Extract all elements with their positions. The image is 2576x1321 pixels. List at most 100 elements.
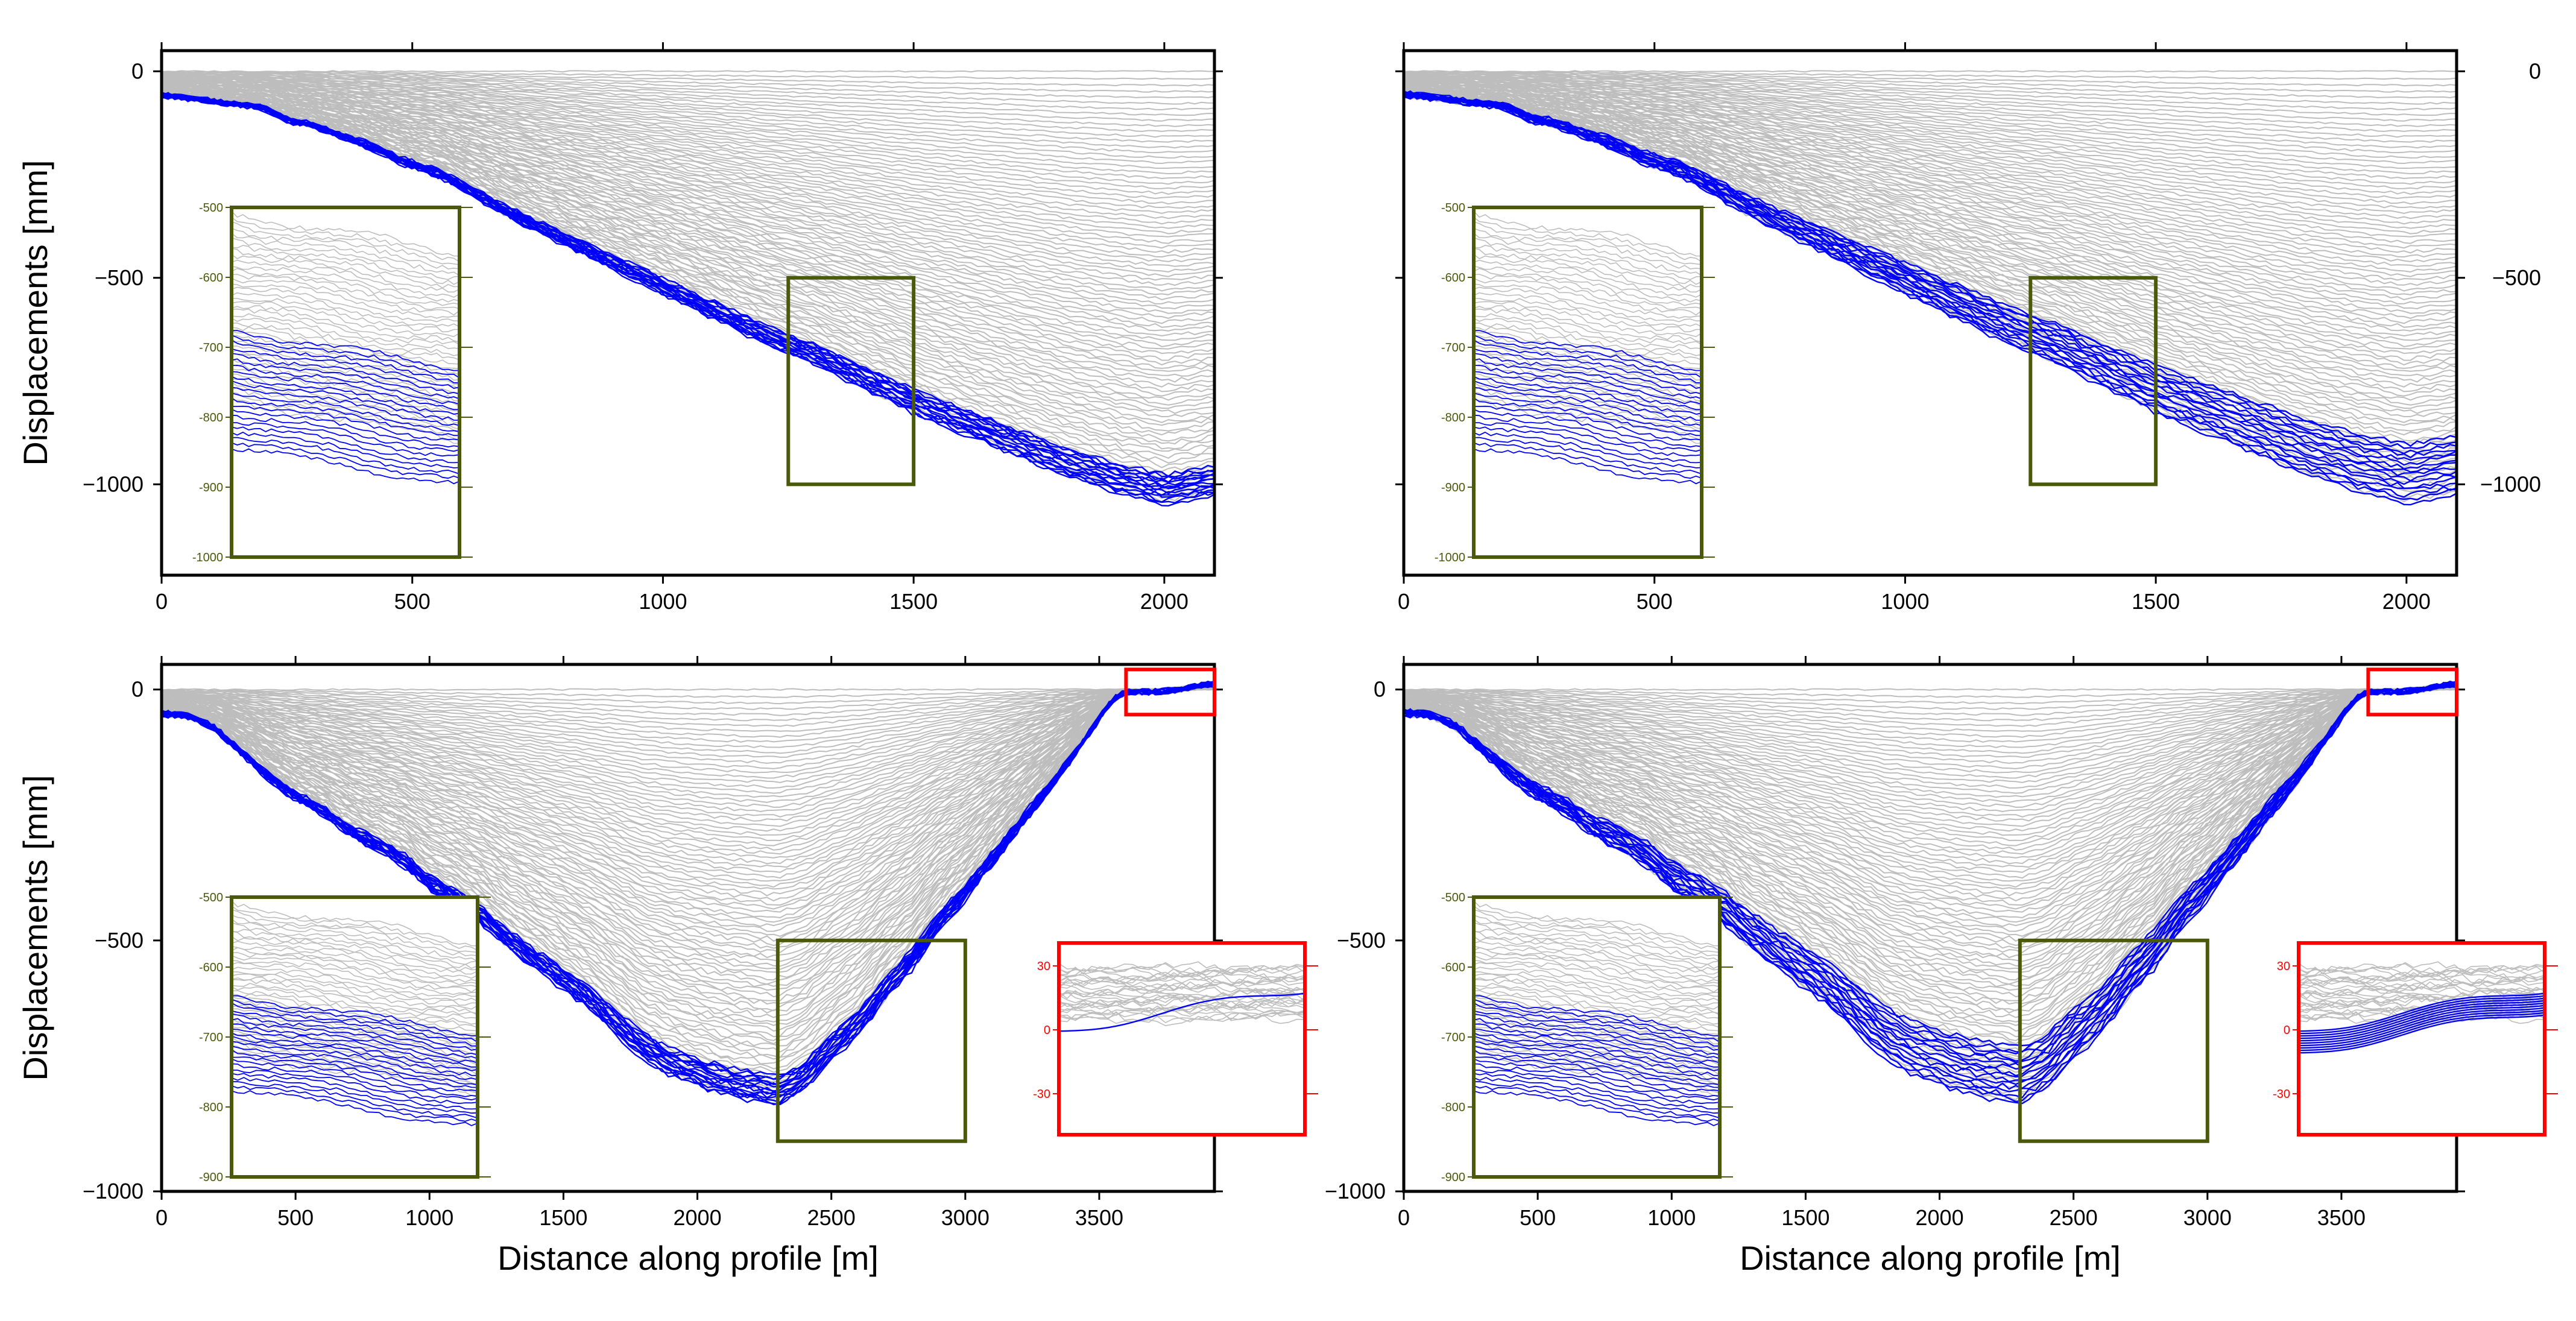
- panel-top-right-inset-green-history-line: [1474, 277, 1702, 316]
- panel-bottom-left-inset-green-final-line: [232, 1002, 478, 1047]
- panel-bottom-right-inset-green-final-line: [1474, 1056, 1720, 1092]
- panel-top-left-history-line: [162, 71, 1214, 93]
- panel-bottom-left-history-line: [162, 686, 1214, 937]
- panel-top-right-inset-green-history-line: [1474, 221, 1702, 265]
- panel-top-right-history-line: [1404, 82, 2457, 273]
- panel-bottom-right-inset-green-history-line: [1474, 945, 1720, 983]
- panel-bottom-right-curves: [1404, 680, 2457, 1105]
- panel-bottom-right-inset-green-history-line: [1474, 947, 1720, 985]
- panel-top-right-history-line: [1404, 76, 2457, 180]
- panel-bottom-right-history-line: [1404, 684, 2457, 927]
- panel-top-left-inset-green-bg: [232, 207, 459, 557]
- panel-top-right-inset-green-tick-label: -1000: [1435, 551, 1465, 564]
- panel-bottom-right-inset-red-final-line: [2299, 997, 2545, 1037]
- panel-bottom-right-inset-green-history-line: [1474, 941, 1720, 979]
- panel-bottom-right-history-line: [1404, 684, 2457, 988]
- panel-top-left-inset-green-final-line: [232, 371, 459, 411]
- panel-top-left-inset-green-final-line: [232, 376, 459, 415]
- panel-bottom-left-history-line: [162, 685, 1214, 906]
- panel-top-right-final-series-line: [1404, 92, 2457, 498]
- panel-bottom-left-final-series-line: [162, 680, 1214, 1106]
- panel-top-left-inset-green-final-line: [232, 414, 459, 452]
- panel-top-left-inset-green-final-line: [232, 422, 459, 457]
- panel-top-right-final-series-line: [1404, 93, 2457, 500]
- panel-top-right-history-line: [1404, 80, 2457, 219]
- panel-bottom-left-x-tick-label: 0: [156, 1205, 168, 1230]
- panel-bottom-right-inset-green-final-line: [1474, 1049, 1720, 1088]
- panel-bottom-right-inset-red-final-line: [2299, 1000, 2545, 1039]
- panel-top-right-history-line: [1404, 84, 2457, 301]
- panel-bottom-left-zoom-box-red: [1124, 667, 1216, 717]
- panel-top-right-inset-green-final-line: [1474, 353, 1702, 395]
- panel-top-left-inset-green-history-line: [232, 377, 459, 424]
- panel-top-left-inset-green-final-line: [232, 348, 459, 389]
- panel-top-right-history-line: [1404, 76, 2457, 175]
- panel-bottom-left-inset-red-history-line: [1059, 989, 1305, 1003]
- panel-top-right-inset-green-final-line: [1474, 431, 1702, 468]
- panel-top-right-history-line: [1404, 80, 2457, 244]
- panel-bottom-right-x-tick-label: 0: [1398, 1205, 1410, 1230]
- panel-bottom-left-inset-green-final-line: [232, 1023, 478, 1064]
- panel-top-left-inset-green-final-line: [232, 448, 459, 485]
- panel-bottom-right-inset-green-history-line: [1474, 900, 1720, 947]
- panel-bottom-right-inset-red-history-line: [2299, 983, 2545, 996]
- panel-top-right-inset-green-history-line: [1474, 364, 1702, 407]
- panel-bottom-left-history-line: [162, 684, 1214, 927]
- panel-bottom-right-history-line: [1404, 687, 2457, 716]
- panel-bottom-left-inset-green-history-line: [232, 1023, 478, 1066]
- panel-bottom-right-history-line: [1404, 684, 2457, 970]
- panel-bottom-left-inset-green-history-line: [232, 960, 478, 995]
- panel-top-left-history-line: [162, 78, 1214, 229]
- panel-top-right-inset-green-tick-label: -700: [1441, 341, 1465, 355]
- panel-top-right-inset-green-history-line: [1474, 268, 1702, 306]
- panel-bottom-left-inset-green-history-line: [232, 990, 478, 1029]
- panel-bottom-left-inset-red-curves: [1059, 961, 1305, 1032]
- panel-bottom-right-inset-green-history-line: [1474, 1041, 1720, 1086]
- panel-top-left-inset-green-tick-label: -600: [199, 271, 223, 285]
- panel-bottom-left-inset-green-history-line: [232, 1034, 478, 1080]
- panel-bottom-left-inset-red-history-line: [1059, 1012, 1305, 1027]
- panel-bottom-right-inset-red-history-line: [2299, 989, 2545, 1003]
- panel-top-left-inset-green-final-line: [232, 397, 459, 437]
- panel-top-left-history-line: [162, 89, 1214, 393]
- panel-top-left-history-line: [162, 88, 1214, 366]
- panel-top-right-history-line: [1404, 76, 2457, 169]
- panel-bottom-left-inset-red-tick-label: 30: [1037, 960, 1050, 973]
- panel-top-left-inset-green-history-line: [232, 227, 459, 270]
- panel-bottom-left-x-tick-label: 1500: [539, 1205, 587, 1230]
- panel-top-left-history-line: [162, 76, 1214, 180]
- panel-top-right-inset-green-final-line: [1474, 364, 1702, 405]
- panel-top-left-y-tick-label: −1000: [83, 471, 144, 496]
- panel-bottom-right-zoom-box-red: [2366, 667, 2459, 717]
- panel-bottom-right-history-line: [1404, 688, 2457, 705]
- panel-top-right-history-line: [1404, 78, 2457, 209]
- panel-bottom-left-history-line: [162, 688, 1214, 705]
- panel-bottom-left-history-line: [162, 684, 1214, 988]
- panel-top-left-inset-green-history-line: [232, 277, 459, 316]
- panel-top-right-history-line: [1404, 78, 2457, 229]
- panel-top-left-inset-green-final-line: [232, 364, 459, 405]
- panel-top-right-inset-green-bg: [1474, 207, 1702, 557]
- panel-bottom-right-history-line: [1404, 687, 2457, 732]
- panel-top-right-inset-green-tick-label: -900: [1441, 481, 1465, 494]
- panel-bottom-right-inset-green-history-line: [1474, 1051, 1720, 1097]
- panel-top-right-inset-green-final-line: [1474, 448, 1702, 485]
- panel-bottom-left-inset-green-final-line: [232, 1058, 478, 1097]
- panel-bottom-right-final-series-line: [1404, 682, 2457, 1105]
- panel-bottom-right-history-line: [1404, 684, 2457, 998]
- panel-top-right-inset-green-history-line: [1474, 245, 1702, 285]
- panel-top-right-inset-green-tick-label: -600: [1441, 271, 1465, 285]
- panel-bottom-left-x-tick-label: 500: [277, 1205, 314, 1230]
- panel-top-right-inset-green-final-line: [1474, 386, 1702, 426]
- panel-bottom-right-axes-frame: [1402, 663, 2458, 1193]
- panel-top-right-inset-green-final-line: [1474, 358, 1702, 400]
- panel-bottom-right-inset-red-history-line: [2299, 971, 2545, 985]
- panel-top-left-inset-green-history-line: [232, 233, 459, 276]
- panel-top-right-history-line: [1404, 72, 2457, 116]
- panel-bottom-right-history-line: [1404, 688, 2457, 691]
- panel-top-left-inset-green-tick-label: -1000: [192, 551, 223, 564]
- panel-bottom-left-history-line: [162, 687, 1214, 859]
- panel-bottom-left-history-line: [162, 688, 1214, 710]
- panel-bottom-right-inset-green-final-line: [1474, 1081, 1720, 1119]
- panel-top-right-inset-green-history-line: [1474, 345, 1702, 385]
